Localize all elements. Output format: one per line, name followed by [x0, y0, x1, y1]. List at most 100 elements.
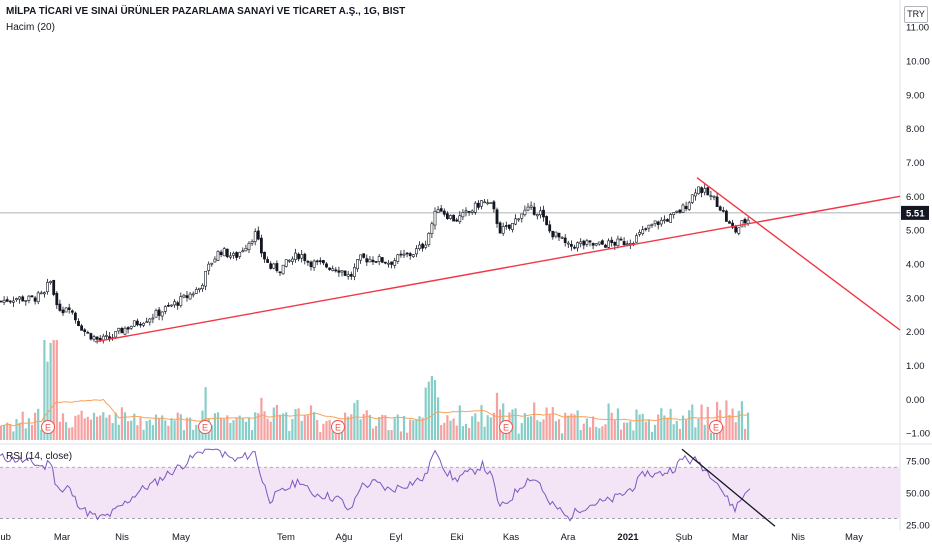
volume-bar — [368, 414, 371, 440]
volume-bar — [526, 416, 530, 440]
rsi-tick-label: 50.00 — [906, 488, 930, 499]
candle-body — [303, 253, 307, 261]
volume-bar — [722, 426, 725, 440]
candle-body — [170, 304, 173, 307]
volume-bar — [570, 413, 573, 440]
volume-bar — [415, 419, 418, 440]
rsi-tick-label: 25.00 — [906, 521, 930, 532]
volume-bar — [37, 408, 40, 440]
volume-bar — [709, 432, 712, 440]
volume-bar — [545, 407, 548, 440]
volume-bar — [130, 420, 133, 440]
volume-bar — [610, 412, 613, 440]
candle-body — [49, 281, 53, 284]
candle-body — [619, 238, 623, 241]
volume-bar — [576, 410, 579, 440]
candle-body — [650, 223, 654, 226]
candle-body — [604, 244, 607, 248]
volume-bar — [387, 430, 390, 440]
candle-body — [33, 297, 37, 302]
volume-bar — [123, 412, 127, 440]
candle-body — [92, 336, 96, 340]
volume-bar — [173, 420, 176, 440]
volume-bar — [461, 426, 464, 440]
volume-bar — [641, 413, 644, 440]
volume-bar — [477, 421, 480, 440]
volume-bar — [582, 423, 585, 440]
volume-bar — [378, 416, 381, 440]
x-tick-label: Eyl — [389, 532, 402, 543]
candle-body — [387, 262, 390, 265]
volume-bar — [300, 420, 303, 440]
price-trendline — [94, 195, 901, 343]
candle-body — [728, 221, 731, 224]
volume-bar — [170, 418, 173, 440]
volume-bar — [437, 397, 440, 440]
volume-bars — [0, 340, 750, 440]
candle-body — [207, 263, 211, 271]
volume-bar — [269, 421, 272, 440]
volume-bar — [530, 416, 533, 440]
price-tick-label: −1.00 — [906, 429, 930, 440]
volume-bar — [381, 414, 384, 440]
candle-body — [492, 201, 496, 210]
candle-body — [167, 304, 170, 307]
volume-bar — [3, 424, 6, 440]
candle-body — [507, 224, 511, 229]
volume-bar — [533, 402, 536, 440]
candle-body — [219, 251, 223, 256]
candle-body — [114, 331, 118, 338]
volume-bar — [678, 428, 681, 440]
volume-bar — [164, 420, 167, 440]
rsi-band — [0, 467, 900, 519]
candle-body — [476, 202, 480, 208]
volume-bar — [347, 416, 350, 440]
candle-body — [346, 274, 350, 277]
volume-bar — [27, 418, 30, 440]
volume-bar — [40, 429, 43, 440]
candle-body — [731, 222, 735, 228]
x-tick-label: Şub — [0, 532, 11, 543]
candle-body — [151, 317, 155, 320]
candle-body — [334, 269, 338, 272]
candle-body — [188, 293, 192, 300]
candle-body — [194, 289, 198, 294]
candle-body — [693, 192, 697, 197]
candle-body — [551, 230, 555, 238]
volume-bar — [691, 404, 694, 440]
candle-body — [139, 323, 142, 326]
candle-body — [374, 261, 378, 263]
x-tick-label: May — [172, 532, 190, 543]
candle-body — [30, 295, 34, 298]
volume-bar — [483, 426, 486, 440]
volume-indicator-label[interactable]: Hacim (20) — [6, 22, 55, 33]
candle-body — [669, 214, 673, 223]
candle-body — [396, 254, 400, 262]
candle-body — [142, 322, 146, 326]
volume-bar — [151, 425, 154, 440]
volume-bar — [551, 407, 554, 440]
candle-body — [24, 300, 28, 302]
volume-bar — [43, 340, 46, 440]
volume-bar — [424, 387, 427, 440]
candle-body — [315, 260, 319, 263]
volume-bar — [517, 433, 520, 440]
volume-bar — [573, 414, 576, 440]
volume-bar — [675, 420, 678, 440]
volume-bar — [492, 412, 495, 440]
candle-body — [294, 252, 297, 260]
candle-body — [504, 225, 508, 227]
volume-bar — [328, 420, 331, 440]
candle-body — [176, 302, 180, 306]
candle-body — [64, 307, 68, 313]
volume-bar — [638, 414, 641, 440]
volume-bar — [452, 418, 455, 440]
candle-body — [700, 187, 704, 194]
rsi-indicator-label[interactable]: RSI (14, close) — [6, 451, 73, 462]
volume-bar — [96, 416, 99, 440]
candle-body — [297, 253, 301, 260]
candle-body — [452, 214, 456, 222]
volume-bar — [446, 415, 449, 440]
currency-badge[interactable]: TRY — [904, 6, 928, 23]
